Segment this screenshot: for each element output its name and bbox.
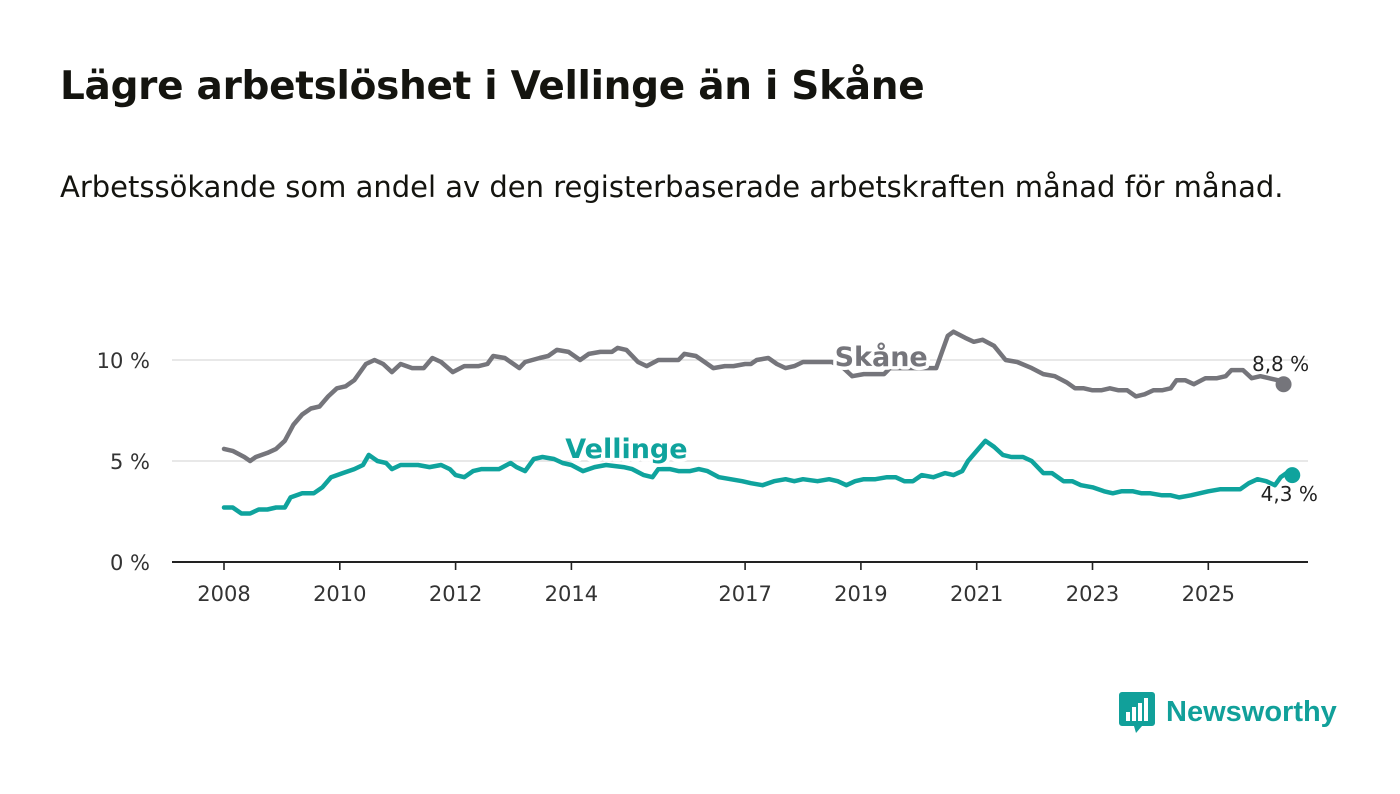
x-tick-label: 2023 bbox=[1066, 582, 1119, 606]
series-end-point-sk-ne bbox=[1275, 376, 1292, 393]
grid-lines bbox=[172, 359, 1308, 462]
series-end-label-sk-ne: 8,8 % bbox=[1252, 352, 1309, 376]
x-tick-label: 2012 bbox=[429, 582, 482, 606]
x-tick-label: 2008 bbox=[197, 582, 250, 606]
page-subtitle: Arbetssökande som andel av den registerb… bbox=[60, 170, 1284, 204]
series-name-label-vellinge: Vellinge bbox=[565, 434, 687, 465]
x-tick-label: 2021 bbox=[950, 582, 1003, 606]
y-tick-label: 0 % bbox=[110, 551, 150, 575]
x-tick-label: 2017 bbox=[718, 582, 771, 606]
chart-labels: 8,8 % Skåne 4,3 % Vellinge bbox=[562, 338, 1318, 507]
series-name-label-sk-ne: Skåne bbox=[835, 341, 928, 373]
chart-series bbox=[221, 329, 1301, 516]
chart-axes: 0 % 5 % 10 % 2008 2010 2012 2014 2017 2019 2021 20… bbox=[97, 349, 1308, 606]
series-end-point-vellinge bbox=[1284, 467, 1301, 484]
y-tick-label: 10 % bbox=[97, 349, 150, 373]
brand-logo: Newsworthy bbox=[1118, 690, 1337, 734]
page-title: Lägre arbetslöshet i Vellinge än i Skåne bbox=[60, 64, 925, 109]
series-end-label-vellinge: 4,3 % bbox=[1261, 482, 1318, 506]
brand-name: Newsworthy bbox=[1166, 695, 1337, 728]
series-line-sk-ne bbox=[221, 329, 1286, 464]
x-tick-label: 2014 bbox=[545, 582, 598, 606]
x-tick-label: 2025 bbox=[1182, 582, 1235, 606]
series-line-vellinge bbox=[221, 438, 1295, 516]
x-tick-label: 2019 bbox=[834, 582, 887, 606]
newsworthy-logo-icon bbox=[1119, 692, 1155, 733]
x-tick-label: 2010 bbox=[313, 582, 366, 606]
y-tick-label: 5 % bbox=[110, 450, 150, 474]
